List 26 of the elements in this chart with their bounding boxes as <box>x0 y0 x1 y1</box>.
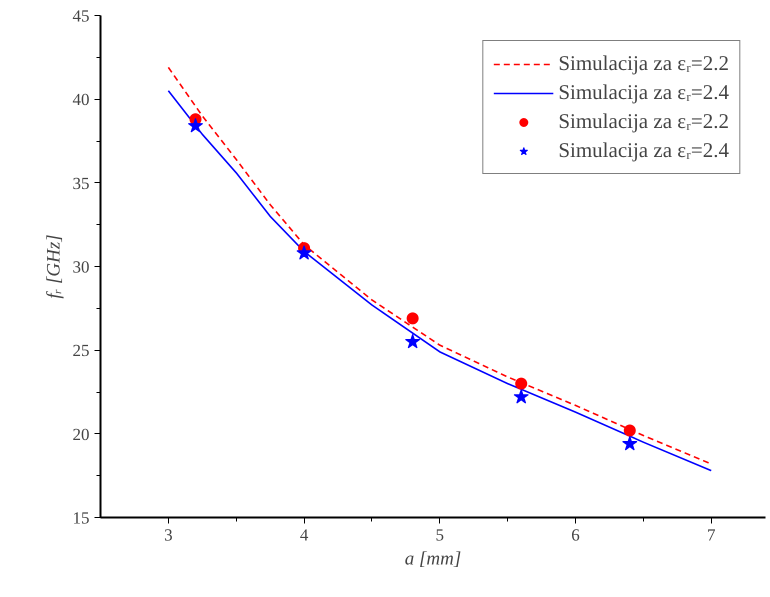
legend-label: Simulacija za εᵣ=2.4 <box>558 80 729 105</box>
y-tick-label: 20 <box>72 424 90 444</box>
x-axis-title: a [mm] <box>404 548 462 570</box>
point <box>405 334 420 348</box>
y-tick-label: 45 <box>72 6 90 26</box>
y-tick-label: 40 <box>72 90 90 110</box>
x-tick-label: 7 <box>706 526 716 544</box>
point <box>515 378 528 390</box>
point <box>406 312 419 324</box>
point <box>296 245 312 260</box>
y-tick-label: 35 <box>72 174 90 193</box>
point <box>622 436 638 450</box>
point <box>514 389 529 404</box>
y-tick-label: 25 <box>72 341 90 360</box>
y-tick-label: 15 <box>72 508 90 528</box>
y-axis-title: fᵣ [GHz] <box>44 234 64 299</box>
legend-label: Simulacija za εᵣ=2.2 <box>558 51 729 76</box>
point <box>624 424 636 436</box>
point <box>188 118 204 133</box>
x-tick-label: 4 <box>300 526 309 544</box>
legend-label: Simulacija za εᵣ=2.4 <box>558 138 729 163</box>
x-tick-label: 3 <box>164 526 173 544</box>
legend-label: Simulacija za εᵣ=2.2 <box>558 109 729 134</box>
y-tick-label: 30 <box>72 258 90 276</box>
x-tick-label: 5 <box>436 526 444 544</box>
x-tick-label: 6 <box>571 526 580 544</box>
